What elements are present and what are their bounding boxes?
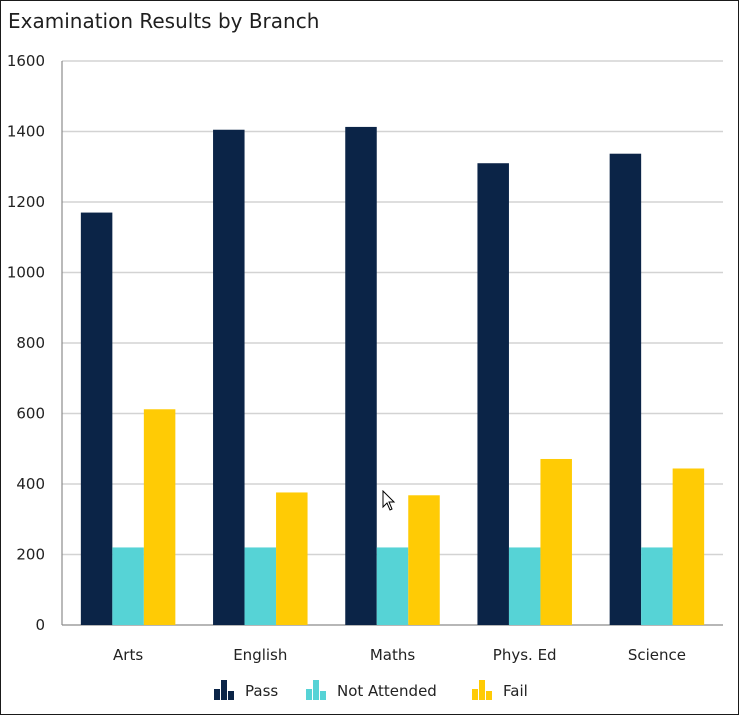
x-tick-label: Arts: [113, 646, 143, 664]
x-tick-label: Phys. Ed: [493, 646, 557, 664]
x-tick-label: Science: [628, 646, 686, 664]
y-tick-label: 400: [16, 475, 45, 493]
y-tick-label: 1200: [7, 193, 45, 211]
legend-label: Fail: [503, 682, 528, 700]
y-tick-label: 0: [35, 616, 45, 634]
chart-title: Examination Results by Branch: [8, 9, 320, 33]
y-tick-label: 1600: [7, 52, 45, 70]
bar: [672, 468, 705, 625]
y-tick-label: 200: [16, 546, 45, 564]
bar: [276, 492, 308, 625]
bar: [80, 212, 113, 625]
bar: [609, 153, 642, 625]
x-tick-label: English: [233, 646, 287, 664]
bar: [508, 547, 541, 625]
bar-chart-icon: [214, 680, 234, 700]
bar: [143, 409, 176, 625]
bar: [540, 458, 572, 625]
mouse-pointer-icon: [382, 490, 396, 511]
y-tick-label: 600: [16, 405, 45, 423]
bar: [408, 495, 440, 625]
bar: [213, 129, 245, 626]
y-tick-label: 1000: [7, 264, 45, 282]
bar: [641, 547, 673, 625]
legend-label: Pass: [245, 682, 278, 700]
x-tick-label: Maths: [370, 646, 416, 664]
bar-chart-icon: [306, 680, 326, 700]
bar: [376, 547, 409, 625]
bar: [244, 547, 277, 625]
legend-label: Not Attended: [337, 682, 437, 700]
bar: [112, 547, 144, 625]
y-tick-label: 800: [16, 334, 45, 352]
bar-chart-icon: [472, 680, 492, 700]
bar: [345, 126, 377, 625]
bar: [477, 163, 509, 625]
y-tick-label: 1400: [7, 123, 45, 141]
